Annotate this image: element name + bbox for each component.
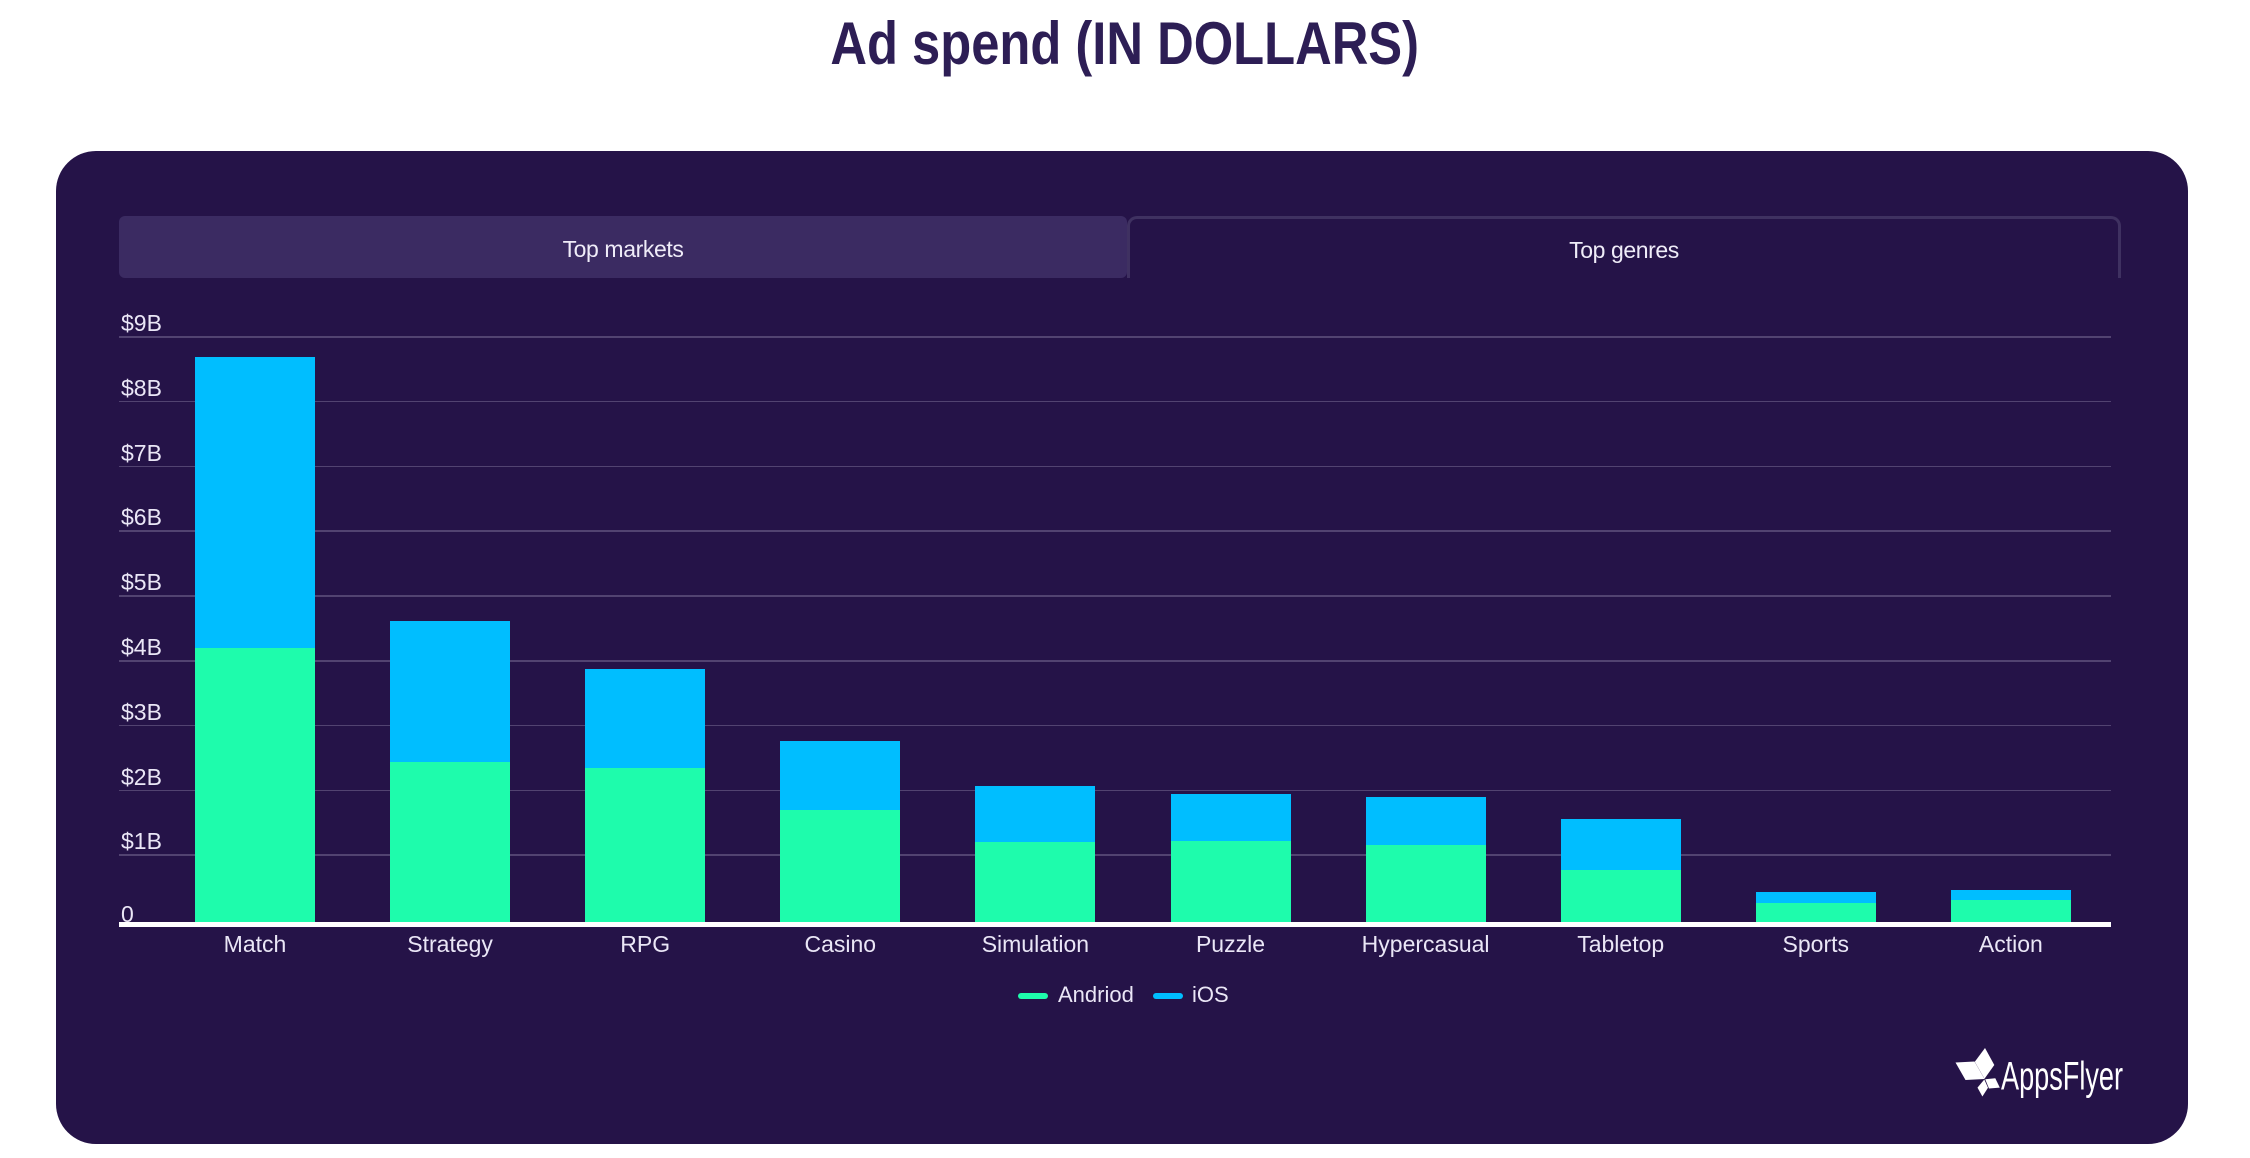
svg-text:AppsFlyer: AppsFlyer: [2001, 1054, 2123, 1098]
